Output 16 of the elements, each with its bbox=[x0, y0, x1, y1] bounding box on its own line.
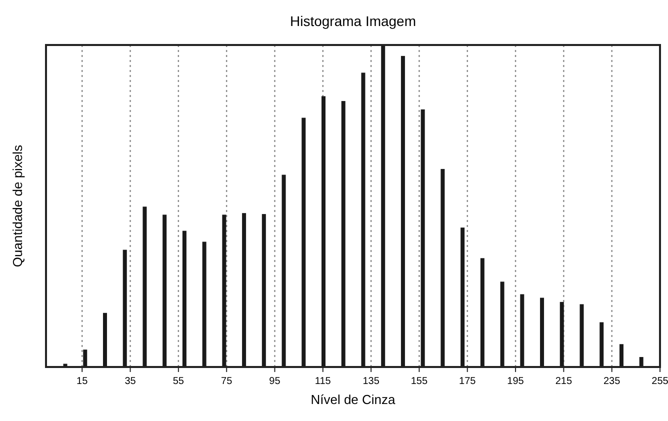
x-tick-label: 135 bbox=[362, 376, 380, 387]
x-tick-label: 55 bbox=[172, 376, 184, 387]
x-tick-label: 175 bbox=[459, 376, 476, 387]
x-tick-label: 235 bbox=[604, 376, 621, 387]
x-axis-title: Nível de Cinza bbox=[310, 392, 396, 407]
x-tick-label: 115 bbox=[314, 376, 332, 387]
x-tick-label: 95 bbox=[269, 376, 281, 387]
x-tick-label: 195 bbox=[507, 376, 524, 387]
x-tick-label: 35 bbox=[124, 376, 136, 387]
chart-title: Histograma Imagem bbox=[290, 13, 416, 29]
x-tick-label: 155 bbox=[410, 376, 428, 387]
x-tick-label: 15 bbox=[76, 376, 88, 387]
x-tick-label: 255 bbox=[652, 376, 668, 387]
x-tick-label: 215 bbox=[555, 376, 572, 387]
y-axis-title: Quantidade de pixels bbox=[10, 144, 25, 268]
x-tick-label: 75 bbox=[221, 376, 233, 387]
